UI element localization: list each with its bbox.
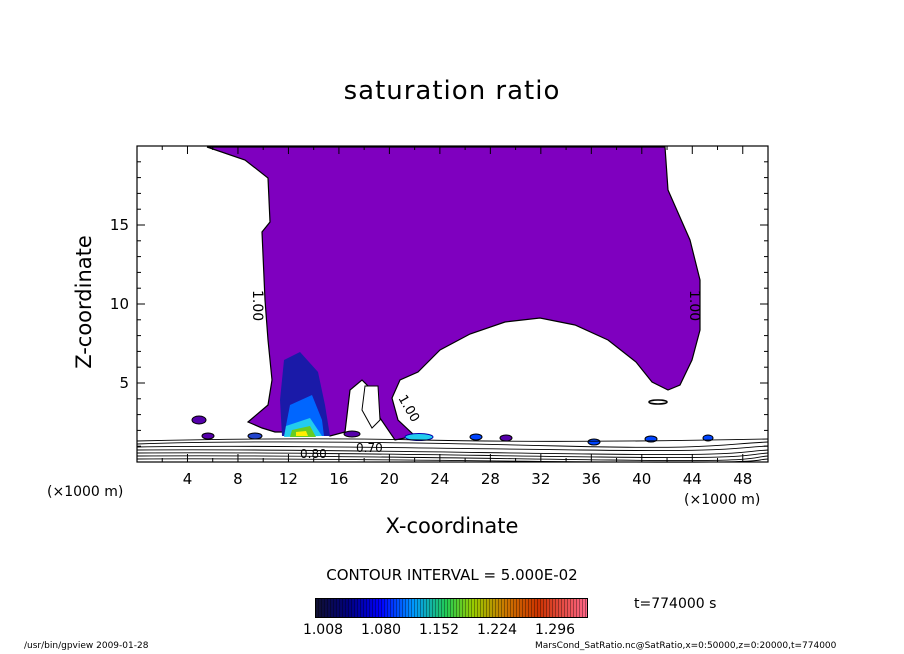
x-tick-label: 48 <box>733 470 753 488</box>
time-label: t=774000 s <box>634 596 717 612</box>
y-tick-label: 5 <box>119 374 129 392</box>
x-axis-label: X-coordinate <box>385 514 519 538</box>
x-unit-label-right: (×1000 m) <box>684 492 761 508</box>
colorbar-tick-label: 1.152 <box>418 622 460 638</box>
chart-title: saturation ratio <box>343 76 561 106</box>
contour-label: 0.70 <box>356 441 383 455</box>
colorbar-tick-label: 1.296 <box>534 622 576 638</box>
colorbar <box>315 598 588 618</box>
footer-left: /usr/bin/gpview 2009-01-28 <box>24 641 149 651</box>
footer-right: MarsCond_SatRatio.nc@SatRatio,x=0:50000,… <box>535 641 837 651</box>
x-tick-label: 20 <box>379 470 399 488</box>
surface-contours <box>136 438 769 463</box>
colorbar-tick-label: 1.224 <box>476 622 518 638</box>
x-tick-label: 44 <box>682 470 702 488</box>
colorbar-tick-label: 1.008 <box>302 622 344 638</box>
contour-label: 1.00 <box>249 290 265 321</box>
blob <box>404 433 434 441</box>
x-tick-label: 16 <box>329 470 349 488</box>
x-tick-label: 4 <box>182 470 193 488</box>
contour-label: 0.80 <box>300 447 327 461</box>
x-tick-label: 24 <box>430 470 450 488</box>
x-tick-label: 28 <box>480 470 500 488</box>
x-tick-label: 12 <box>278 470 298 488</box>
contour-label: 1.00 <box>686 290 702 321</box>
y-tick-label: 15 <box>109 216 129 234</box>
colorbar-tick-label: 1.080 <box>360 622 402 638</box>
x-unit-label-left: (×1000 m) <box>47 484 124 500</box>
y-tick-label: 10 <box>109 295 129 313</box>
x-tick-label: 8 <box>233 470 243 488</box>
x-tick-label: 32 <box>531 470 551 488</box>
y-axis-label: Z-coordinate <box>72 235 96 369</box>
x-tick-label: 40 <box>632 470 652 488</box>
contour-interval: CONTOUR INTERVAL = 5.000E-02 <box>326 566 578 584</box>
x-tick-label: 36 <box>581 470 601 488</box>
